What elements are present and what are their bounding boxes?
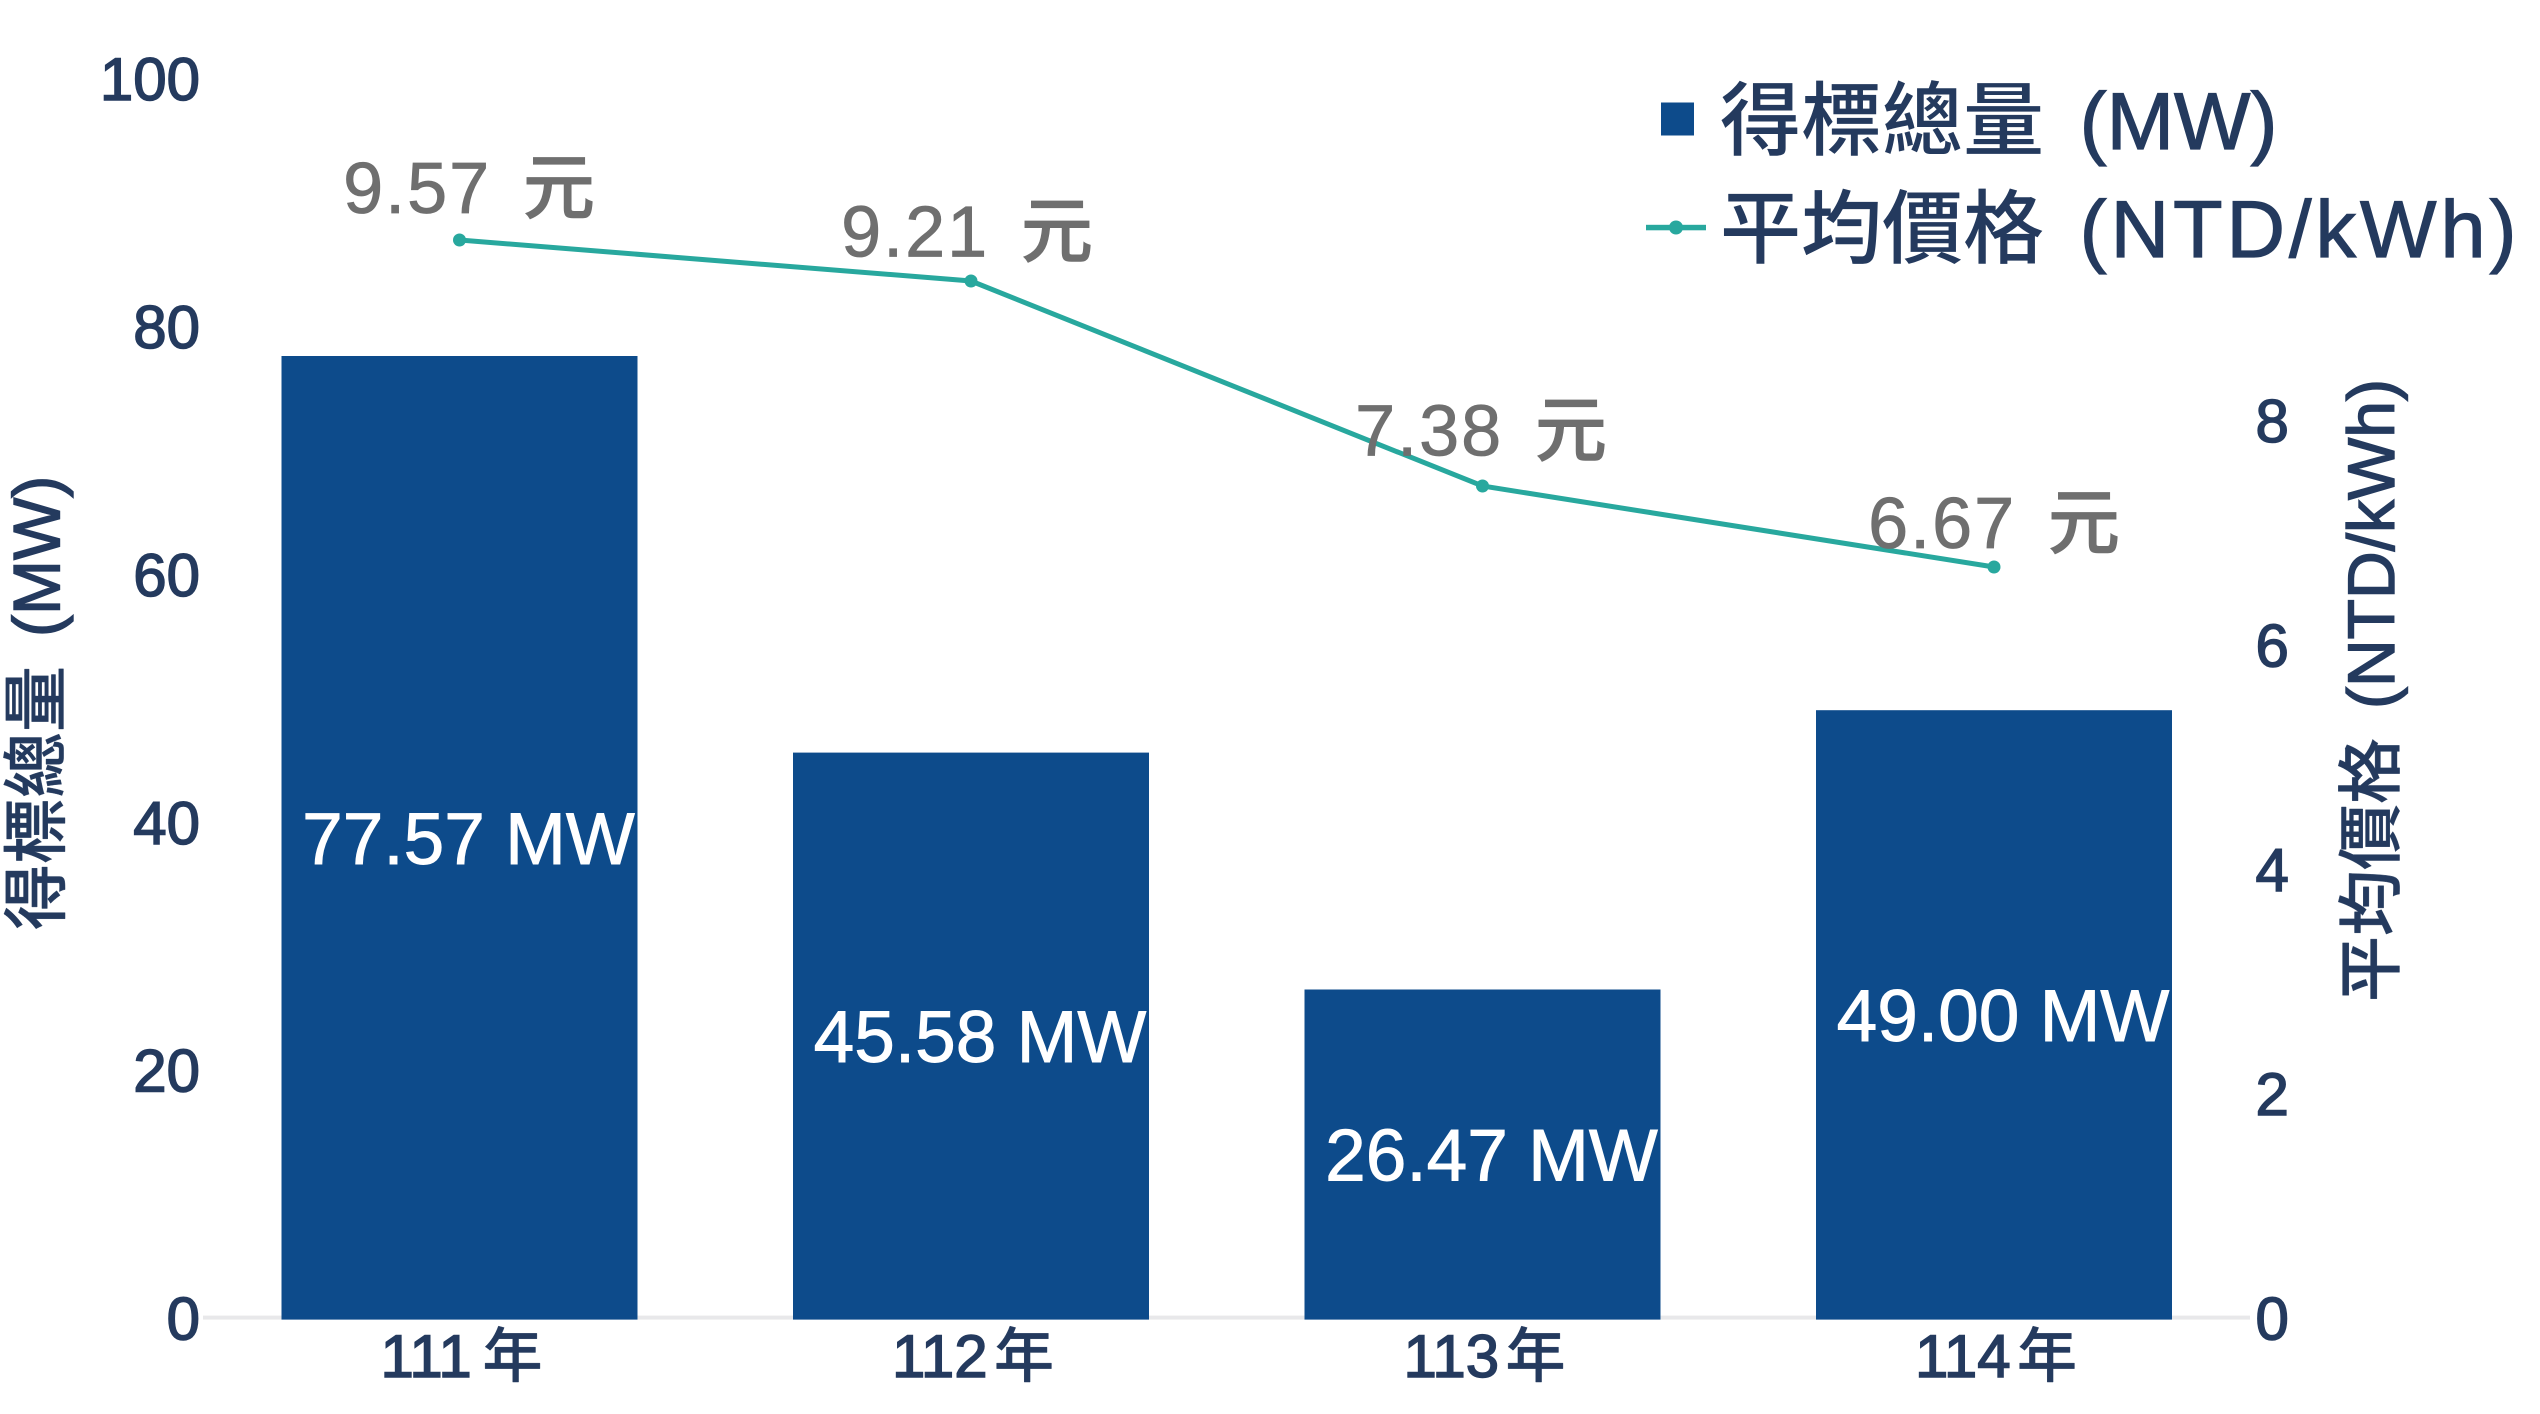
svg-text:9.21: 9.21: [841, 193, 989, 273]
svg-text:49.00 MW: 49.00 MW: [1837, 976, 2170, 1057]
svg-text:40: 40: [133, 790, 200, 857]
svg-text:113: 113: [1404, 1323, 1500, 1390]
svg-text:2: 2: [2256, 1061, 2289, 1128]
svg-text:0: 0: [2256, 1286, 2289, 1353]
svg-text:9.57: 9.57: [343, 149, 491, 229]
svg-text:6.67: 6.67: [1868, 484, 2016, 564]
svg-text:6: 6: [2256, 612, 2289, 679]
svg-text:(NTD/kWh): (NTD/kWh): [2080, 185, 2521, 275]
svg-text:80: 80: [133, 294, 200, 361]
svg-text:8: 8: [2256, 388, 2289, 455]
svg-text:111: 111: [381, 1323, 472, 1390]
svg-text:100: 100: [100, 46, 200, 113]
svg-text:77.57 MW: 77.57 MW: [302, 799, 635, 880]
svg-text:4: 4: [2256, 837, 2289, 904]
svg-text:(MW): (MW): [2080, 77, 2278, 167]
svg-text:0: 0: [167, 1286, 200, 1353]
svg-text:114: 114: [1915, 1323, 2011, 1390]
svg-text:7.38: 7.38: [1355, 392, 1503, 472]
svg-text:26.47 MW: 26.47 MW: [1325, 1116, 1658, 1197]
svg-text:112: 112: [892, 1323, 988, 1390]
svg-text:(MW): (MW): [0, 476, 74, 637]
svg-text:20: 20: [133, 1038, 200, 1105]
svg-text:(NTD/kWh): (NTD/kWh): [2334, 379, 2408, 709]
svg-text:45.58 MW: 45.58 MW: [814, 997, 1147, 1078]
svg-text:60: 60: [133, 542, 200, 609]
